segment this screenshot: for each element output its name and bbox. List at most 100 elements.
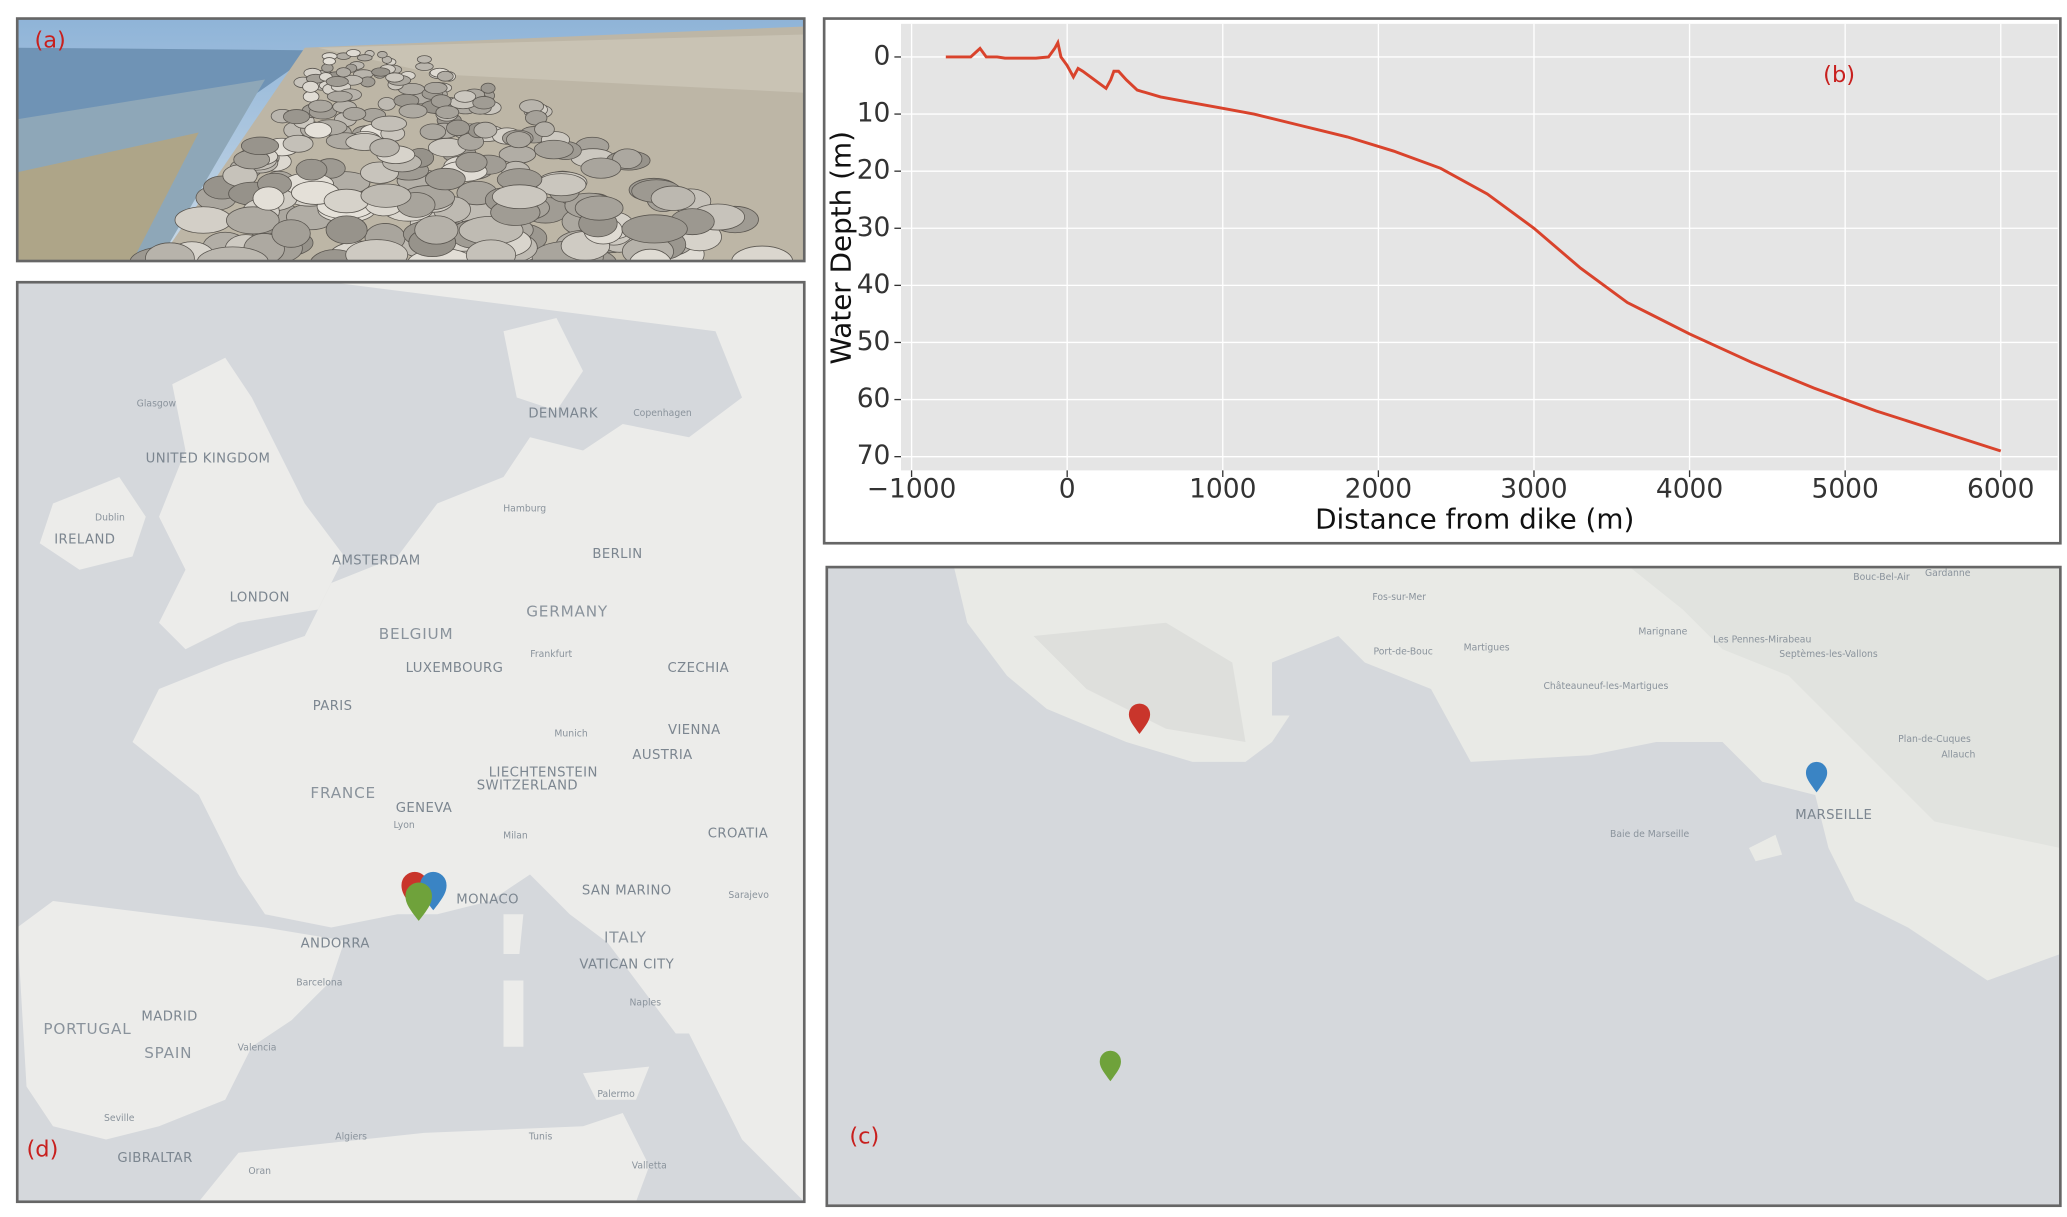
rock	[322, 57, 336, 66]
map-label: Seville	[104, 1113, 135, 1124]
x-tick-label: 1000	[1189, 474, 1256, 505]
map-label: Gardanne	[1925, 568, 1971, 579]
map-label: LIECHTENSTEIN	[489, 765, 598, 780]
marker-green[interactable]	[1099, 1050, 1121, 1082]
map-label: MADRID	[141, 1009, 197, 1024]
rock	[574, 195, 624, 221]
rock	[240, 136, 280, 156]
y-tick-label: 20	[857, 155, 891, 186]
rock	[369, 138, 400, 158]
rock	[282, 134, 314, 153]
rock	[325, 215, 368, 245]
marker-blue[interactable]	[1805, 761, 1828, 793]
rock	[304, 121, 333, 139]
rock	[472, 96, 496, 110]
map-label: Lyon	[393, 820, 414, 831]
marker-group	[401, 871, 447, 921]
x-tick-label: 0	[1059, 474, 1076, 505]
map-label: Naples	[629, 998, 661, 1009]
map-label: Valencia	[238, 1043, 277, 1054]
map-label: Copenhagen	[633, 408, 692, 419]
map-label: VIENNA	[668, 723, 721, 738]
rock	[295, 158, 328, 181]
panel-label: (a)	[34, 28, 65, 54]
rock	[371, 67, 391, 77]
map-label: ITALY	[604, 929, 647, 947]
rock	[455, 151, 488, 173]
map-label: VATICAN CITY	[579, 958, 674, 973]
rock	[629, 248, 672, 262]
y-tick-label: 30	[857, 212, 891, 243]
map-label: Châteauneuf-les-Martigues	[1543, 681, 1668, 692]
x-tick-label: 4000	[1656, 474, 1723, 505]
rock	[283, 109, 310, 125]
rock	[419, 123, 447, 141]
y-axis-label: Water Depth (m)	[825, 131, 858, 364]
map-label: GERMANY	[526, 603, 608, 621]
rock	[480, 82, 496, 94]
rock	[580, 157, 622, 179]
map-label: DENMARK	[528, 406, 598, 421]
rock	[534, 121, 555, 138]
map-frame	[825, 565, 2062, 1208]
map-label: Baie de Marseille	[1610, 829, 1690, 840]
rock	[385, 72, 405, 83]
marker-red[interactable]	[1128, 703, 1151, 735]
rock	[650, 185, 696, 211]
rock	[398, 103, 428, 119]
rock	[377, 97, 396, 111]
rock	[360, 183, 412, 208]
rock	[621, 214, 688, 244]
rock	[345, 239, 409, 262]
y-tick-label: 50	[857, 326, 891, 357]
map-label: Fos-sur-Mer	[1372, 592, 1426, 603]
rock	[377, 51, 388, 59]
map-label: Sarajevo	[728, 890, 769, 901]
rock	[533, 139, 574, 160]
map-label: Dublin	[95, 513, 125, 524]
map-label: MARSEILLE	[1795, 808, 1872, 823]
map-label: FRANCE	[310, 784, 376, 802]
map-label: UNITED KINGDOM	[146, 451, 271, 466]
plot-area	[901, 23, 2058, 471]
x-axis-label: Distance from dike (m)	[1315, 503, 1634, 536]
map-label: Algiers	[335, 1131, 367, 1142]
rock	[424, 82, 448, 94]
rock	[342, 106, 367, 121]
map-label: PARIS	[313, 699, 353, 714]
marseille-map	[826, 567, 2061, 1206]
map-label: Palermo	[597, 1089, 635, 1100]
rock	[326, 90, 353, 103]
map-label: Glasgow	[137, 399, 177, 410]
marker-green[interactable]	[405, 882, 432, 921]
map-label: Hamburg	[503, 503, 546, 514]
rock	[612, 148, 643, 169]
rock	[371, 115, 407, 132]
map-label: SWITZERLAND	[477, 779, 578, 794]
x-tick-label: −1000	[867, 474, 957, 505]
panel-label: (d)	[27, 1137, 59, 1163]
map-label: Les Pennes-Mirabeau	[1713, 634, 1811, 645]
dike-photo	[17, 18, 805, 262]
rock	[415, 62, 434, 71]
y-tick-label: 10	[857, 98, 891, 129]
y-tick-label: 70	[857, 440, 891, 471]
map-label: Martigues	[1464, 642, 1510, 653]
map-label: BELGIUM	[379, 625, 454, 643]
map-label: SPAIN	[144, 1044, 192, 1062]
rock	[174, 206, 233, 234]
rock	[473, 121, 498, 139]
map-label: Bouc-Bel-Air	[1853, 572, 1910, 583]
map-label: Allauch	[1941, 750, 1975, 761]
panel-label: (b)	[1823, 62, 1855, 88]
rock	[196, 246, 269, 262]
map-label: AUSTRIA	[632, 748, 692, 763]
rock	[325, 76, 349, 87]
x-tick-label: 6000	[1967, 474, 2034, 505]
map-label: SAN MARINO	[582, 883, 672, 898]
map-label: Frankfurt	[530, 649, 572, 660]
photo-frame	[15, 17, 806, 263]
rock	[437, 70, 454, 82]
rock	[731, 245, 794, 262]
rock	[302, 80, 319, 93]
